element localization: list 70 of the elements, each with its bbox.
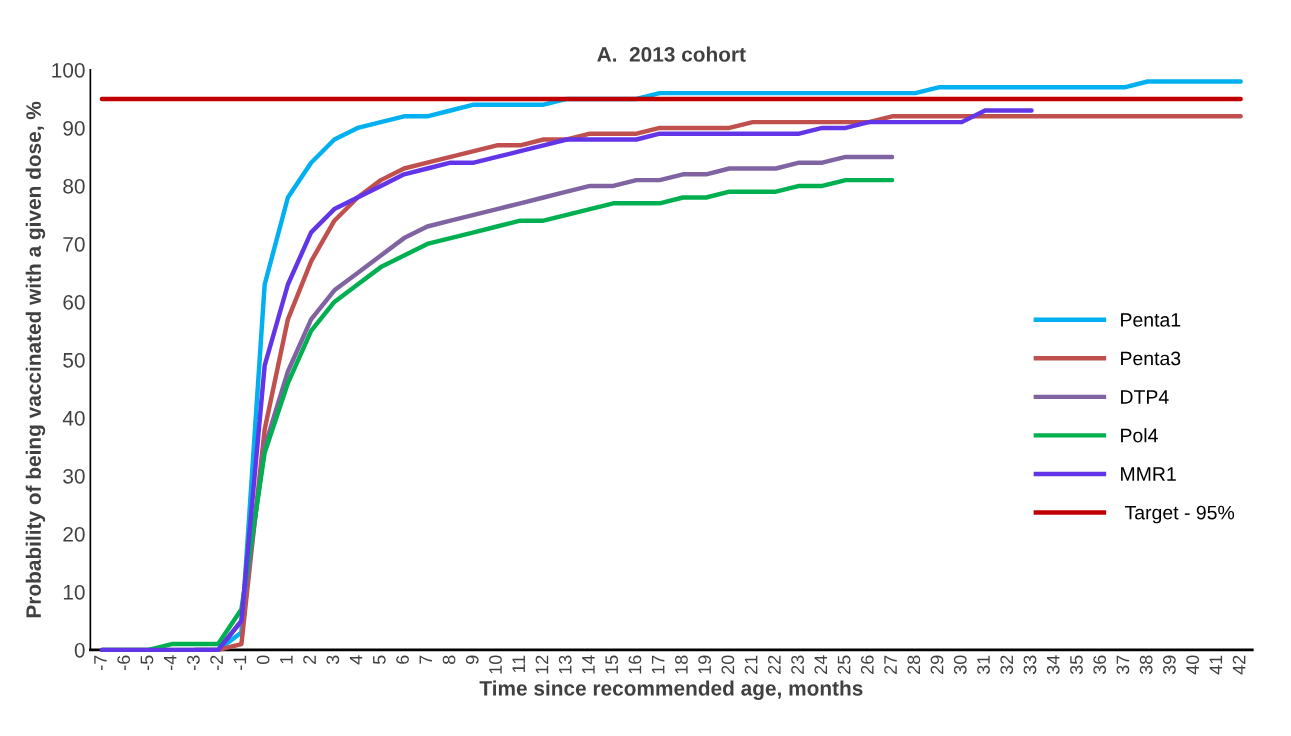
x-tick-label: 29 [930, 655, 944, 674]
y-tick-label: 80 [63, 178, 85, 194]
x-tick-label: 31 [977, 655, 990, 675]
x-tick-label: 41 [1209, 655, 1223, 675]
x-tick-label: 26 [860, 655, 874, 674]
x-tick-label: 21 [744, 655, 758, 674]
x-tick-label: 28 [907, 655, 921, 674]
x-tick-label: 16 [628, 655, 642, 674]
y-tick-label: 40 [62, 410, 85, 426]
x-tick-label: 6 [396, 655, 409, 664]
y-tick-label: 50 [63, 352, 85, 368]
x-tick-label: -4 [163, 655, 177, 670]
y-axis-title: Probability of being vaccinated with a given dose, % [25, 101, 46, 618]
legend-label: Penta3 [1121, 351, 1181, 366]
y-tick-label: 60 [63, 294, 85, 310]
x-tick-label: 25 [837, 655, 851, 674]
x-tick-label: 35 [1070, 655, 1083, 675]
x-tick-label: 5 [373, 655, 386, 665]
legend-label: Target - 95% [1124, 505, 1235, 524]
x-tick-label: 22 [767, 655, 781, 674]
x-tick-label: 1 [280, 655, 293, 664]
x-tick-label: 7 [419, 655, 432, 664]
x-tick-label: 33 [1023, 655, 1037, 675]
x-tick-label: 20 [721, 655, 735, 674]
x-tick-label: 30 [953, 655, 967, 675]
x-tick-label: 4 [349, 655, 363, 665]
x-tick-label: -5 [140, 655, 154, 670]
y-tick-label: 90 [63, 120, 85, 136]
x-tick-label: 9 [465, 655, 479, 664]
x-tick-label: 32 [1000, 655, 1014, 675]
x-tick-label: 17 [651, 655, 665, 674]
x-tick-label: 11 [512, 655, 525, 673]
legend-label: MMR1 [1121, 467, 1176, 481]
x-tick-label: -7 [94, 655, 107, 670]
x-tick-label: 15 [605, 655, 619, 674]
x-tick-label: 23 [791, 655, 804, 674]
line-series [99, 108, 1034, 653]
legend-label: Pol4 [1121, 428, 1158, 443]
y-tick-label: 70 [63, 236, 85, 252]
x-tick-label: 40 [1186, 655, 1200, 675]
x-tick-label: -6 [117, 655, 131, 670]
y-tick-label: 100 [52, 62, 85, 78]
x-tick-label: -1 [233, 655, 247, 670]
x-tick-label: 19 [698, 655, 712, 674]
chart-title: A. 2013 cohort [597, 46, 746, 62]
x-tick-label: 27 [884, 655, 897, 674]
y-tick-label: 30 [63, 468, 85, 484]
x-tick-label: 24 [814, 655, 828, 674]
x-tick-label: 38 [1139, 655, 1153, 675]
legend-label: Penta1 [1121, 313, 1181, 327]
x-tick-label: 14 [582, 655, 595, 674]
x-tick-label: 0 [256, 655, 270, 665]
x-tick-label: -3 [187, 655, 200, 670]
x-tick-label: 2 [303, 655, 316, 664]
x-tick-label: 3 [326, 655, 340, 665]
y-tick-label: 10 [63, 584, 85, 600]
x-tick-label: 42 [1232, 655, 1246, 675]
x-tick-label: 18 [675, 655, 688, 674]
x-tick-label: 34 [1046, 655, 1060, 675]
x-tick-label: -2 [210, 655, 223, 670]
y-tick-label: 20 [63, 526, 85, 542]
x-tick-label: 36 [1093, 655, 1107, 675]
x-tick-label: 8 [442, 655, 456, 665]
x-tick-label: 39 [1163, 655, 1176, 675]
x-axis-title: Time since recommended age, months [479, 680, 863, 700]
x-tick-label: 13 [558, 655, 572, 674]
legend-label: DTP4 [1121, 390, 1169, 404]
x-tick-label: 10 [489, 655, 502, 674]
x-tick-label: 12 [535, 655, 549, 674]
x-tick-label: 37 [1116, 655, 1130, 675]
